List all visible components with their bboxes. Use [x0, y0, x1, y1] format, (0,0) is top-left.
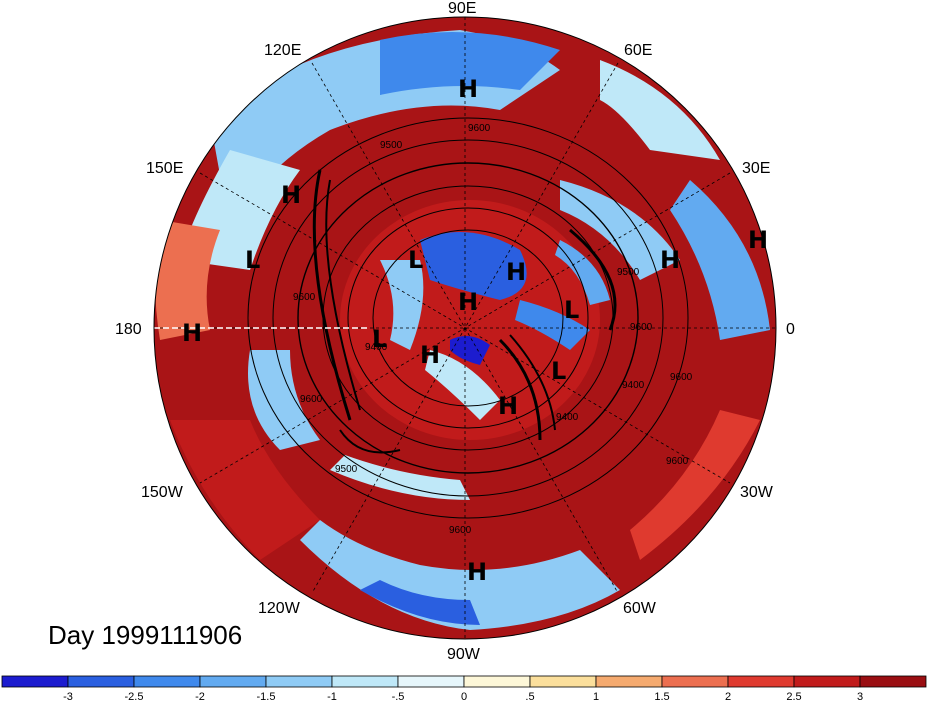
pressure-center: H [420, 341, 440, 369]
pressure-center: H [458, 75, 478, 103]
colorbar-tick-label: -1.5 [257, 691, 276, 702]
pressure-center: L [408, 246, 423, 274]
pressure-center: H [506, 258, 526, 286]
contour-label: 9600 [300, 394, 323, 405]
colorbar-tick-label: 0 [461, 691, 467, 702]
contour-label: 9400 [365, 342, 388, 353]
colorbar-box [331, 675, 399, 688]
lon-150e-label: 150E [146, 160, 183, 177]
lon-30e-label: 30E [742, 160, 770, 177]
colorbar-tick-label: -3 [63, 691, 73, 702]
pressure-center: H [748, 226, 768, 254]
colorbar-tick-label: 1 [593, 691, 599, 702]
pressure-center: L [551, 357, 566, 385]
colorbar-tick-label: 2.5 [786, 691, 801, 702]
colorbar-tick-label: -.5 [392, 691, 405, 702]
colorbar-tick-label: .5 [525, 691, 534, 702]
lon-30w-label: 30W [740, 484, 774, 501]
polar-stereographic-map: 9600 9500 9600 9400 9600 9400 9500 9600 … [115, 0, 795, 663]
pressure-center: H [660, 246, 680, 274]
contour-label: 9600 [293, 292, 316, 303]
colorbar-tick-label: -1 [327, 691, 337, 702]
pressure-center: L [245, 246, 260, 274]
lon-90e-label: 90E [448, 0, 476, 17]
pressure-center: H [498, 392, 518, 420]
colorbar-box [133, 675, 201, 688]
lon-60w-label: 60W [623, 600, 657, 617]
lon-60e-label: 60E [624, 42, 652, 59]
contour-label: 9600 [670, 372, 693, 383]
day-label: Day 1999111906 [48, 620, 243, 650]
colorbar-tick-label: 1.5 [654, 691, 669, 702]
anomaly-shading [154, 17, 776, 639]
lon-150w-label: 150W [141, 484, 184, 501]
contour-label: 9600 [449, 525, 472, 536]
colorbar-box [859, 675, 927, 688]
height-contours [247, 117, 689, 519]
colorbar-box [265, 675, 333, 688]
contour-label: 9600 [630, 322, 653, 333]
contour-label: 9500 [335, 464, 358, 475]
contour-label: 9500 [617, 267, 640, 278]
pressure-center: H [182, 319, 202, 347]
pressure-center: H [458, 288, 478, 316]
colorbar-box [595, 675, 663, 688]
colorbar: -3 -2.5 -2 -1.5 -1 -.5 0 .5 1 1.5 2 2.5 3 [1, 675, 927, 702]
colorbar-tick-label: -2.5 [125, 691, 144, 702]
contour-label: 9600 [468, 123, 491, 134]
contour-label: 9600 [666, 456, 689, 467]
colorbar-box [463, 675, 531, 688]
colorbar-tick-label: 3 [857, 691, 863, 702]
colorbar-box [67, 675, 135, 688]
colorbar-tick-label: 2 [725, 691, 731, 702]
contour-label: 9400 [556, 412, 579, 423]
map-boundary [153, 16, 777, 640]
colorbar-box [199, 675, 267, 688]
colorbar-box [1, 675, 69, 688]
lon-180-label: 180 [115, 321, 142, 338]
lon-0-label: 0 [786, 321, 795, 338]
colorbar-tick-label: -2 [195, 691, 205, 702]
pressure-center: H [467, 558, 487, 586]
lon-120e-label: 120E [264, 42, 301, 59]
pressure-center: L [372, 325, 387, 353]
colorbar-box [793, 675, 861, 688]
colorbar-box [661, 675, 729, 688]
pressure-center: H [281, 181, 301, 209]
colorbar-box [529, 675, 597, 688]
lon-90w-label: 90W [447, 646, 481, 663]
pressure-center: L [564, 296, 579, 324]
contour-label: 9400 [622, 380, 645, 391]
colorbar-box [727, 675, 795, 688]
contour-label: 9500 [380, 140, 403, 151]
lon-120w-label: 120W [258, 600, 301, 617]
colorbar-box [397, 675, 465, 688]
